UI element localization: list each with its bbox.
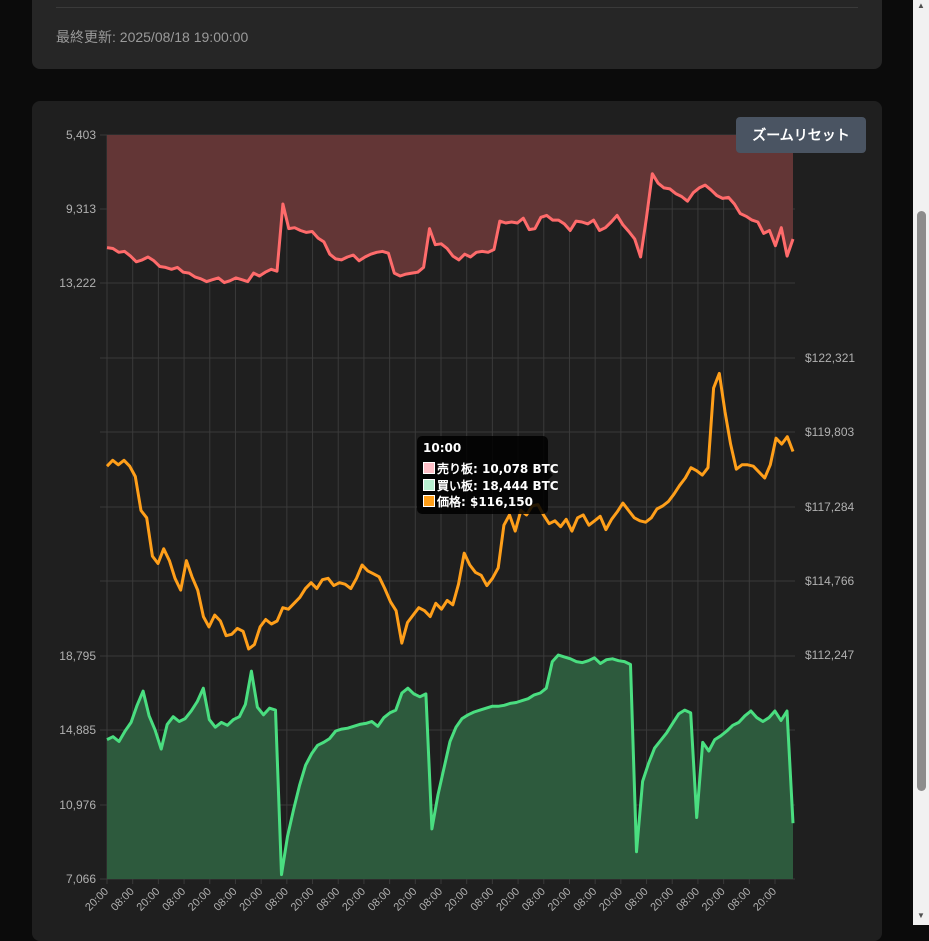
scroll-down-icon[interactable]: ▼ bbox=[917, 911, 925, 920]
y-tick-label-right: $114,766 bbox=[805, 574, 854, 588]
tooltip-caret bbox=[548, 470, 553, 480]
zoom-reset-button[interactable]: ズームリセット bbox=[736, 117, 866, 153]
y-tick-label-right: $119,803 bbox=[805, 425, 854, 439]
x-tick-label: 20:00 bbox=[186, 886, 214, 914]
scrollbar-thumb[interactable] bbox=[917, 211, 926, 791]
buy-series-line bbox=[106, 653, 795, 877]
sell-swatch bbox=[423, 462, 435, 474]
tooltip-buy-label: 買い板: 18,444 BTC bbox=[437, 479, 559, 493]
sell-series-line bbox=[106, 172, 795, 285]
y-tick-label-right: $112,247 bbox=[805, 648, 854, 662]
x-tick-label: 20:00 bbox=[494, 886, 522, 914]
x-tick-label: 20:00 bbox=[391, 886, 419, 914]
x-tick-label: 08:00 bbox=[212, 886, 240, 914]
y-tick-label-left: 18,795 bbox=[59, 649, 96, 663]
x-tick-label: 20:00 bbox=[289, 886, 317, 914]
x-tick-label: 08:00 bbox=[263, 886, 291, 914]
x-tick-label: 08:00 bbox=[469, 886, 497, 914]
y-tick-label-left: 14,885 bbox=[59, 723, 96, 737]
summary-card: 最終更新: 2025/08/18 19:00:00 bbox=[32, 0, 882, 69]
buy-swatch bbox=[423, 479, 435, 491]
y-tick-label-left: 5,403 bbox=[66, 128, 96, 142]
divider bbox=[56, 7, 858, 8]
x-tick-label: 08:00 bbox=[366, 886, 394, 914]
scroll-up-icon[interactable]: ▲ bbox=[917, 1, 925, 10]
x-tick-label: 20:00 bbox=[340, 886, 368, 914]
x-tick-label: 08:00 bbox=[109, 886, 137, 914]
last-updated-text: 最終更新: 2025/08/18 19:00:00 bbox=[56, 29, 249, 45]
tooltip-row-sell: 売り板: 10,078 BTC bbox=[423, 460, 559, 477]
x-tick-label: 20:00 bbox=[135, 886, 163, 914]
y-tick-label-right: $117,284 bbox=[805, 500, 854, 514]
y-tick-label-left: 9,313 bbox=[66, 202, 96, 216]
x-tick-label: 20:00 bbox=[648, 886, 676, 914]
x-tick-label: 20:00 bbox=[597, 886, 625, 914]
y-tick-label-left: 10,976 bbox=[59, 798, 96, 812]
y-tick-label-right: $122,321 bbox=[805, 351, 855, 365]
price-swatch bbox=[423, 495, 435, 507]
x-tick-label: 20:00 bbox=[700, 886, 728, 914]
chart-tooltip: 10:00 売り板: 10,078 BTC 買い板: 18,444 BTC 価格… bbox=[417, 436, 559, 514]
x-tick-label: 20:00 bbox=[443, 886, 471, 914]
tooltip-row-price: 価格: $116,150 bbox=[423, 493, 533, 510]
tooltip-price-label: 価格: $116,150 bbox=[437, 495, 533, 509]
y-tick-label-left: 13,222 bbox=[59, 276, 96, 290]
x-tick-label: 08:00 bbox=[417, 886, 445, 914]
tooltip-sell-label: 売り板: 10,078 BTC bbox=[437, 462, 559, 476]
tooltip-title: 10:00 bbox=[423, 441, 462, 455]
y-tick-label-left: 7,066 bbox=[66, 872, 96, 886]
x-tick-label: 08:00 bbox=[314, 886, 342, 914]
x-tick-label: 20:00 bbox=[83, 886, 111, 914]
price-series-line bbox=[105, 371, 795, 651]
x-tick-label: 20:00 bbox=[237, 886, 265, 914]
x-tick-label: 08:00 bbox=[520, 886, 548, 914]
x-tick-label: 08:00 bbox=[674, 886, 702, 914]
x-tick-label: 08:00 bbox=[160, 886, 188, 914]
x-tick-label: 20:00 bbox=[751, 886, 779, 914]
tooltip-row-buy: 買い板: 18,444 BTC bbox=[423, 477, 559, 494]
order-book-chart[interactable]: 20:0008:0020:0008:0020:0008:0020:0008:00… bbox=[0, 0, 913, 925]
x-tick-label: 08:00 bbox=[623, 886, 651, 914]
x-tick-label: 20:00 bbox=[546, 886, 574, 914]
x-tick-label: 08:00 bbox=[571, 886, 599, 914]
x-tick-label: 08:00 bbox=[725, 886, 753, 914]
